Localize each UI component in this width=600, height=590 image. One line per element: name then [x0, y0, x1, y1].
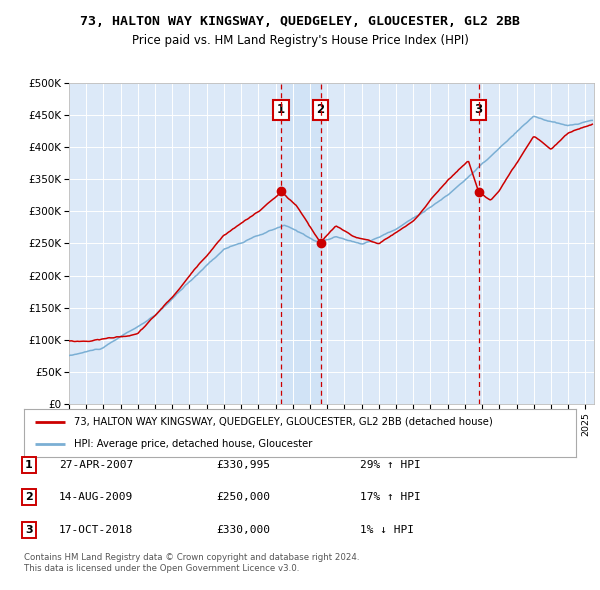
- Text: 1: 1: [25, 460, 32, 470]
- Text: £250,000: £250,000: [216, 493, 270, 502]
- Text: Price paid vs. HM Land Registry's House Price Index (HPI): Price paid vs. HM Land Registry's House …: [131, 34, 469, 47]
- Text: 1% ↓ HPI: 1% ↓ HPI: [360, 525, 414, 535]
- Text: HPI: Average price, detached house, Gloucester: HPI: Average price, detached house, Glou…: [74, 439, 312, 449]
- Text: 73, HALTON WAY KINGSWAY, QUEDGELEY, GLOUCESTER, GL2 2BB (detached house): 73, HALTON WAY KINGSWAY, QUEDGELEY, GLOU…: [74, 417, 493, 427]
- Text: Contains HM Land Registry data © Crown copyright and database right 2024.: Contains HM Land Registry data © Crown c…: [24, 553, 359, 562]
- Text: 29% ↑ HPI: 29% ↑ HPI: [360, 460, 421, 470]
- Text: £330,000: £330,000: [216, 525, 270, 535]
- Text: 73, HALTON WAY KINGSWAY, QUEDGELEY, GLOUCESTER, GL2 2BB: 73, HALTON WAY KINGSWAY, QUEDGELEY, GLOU…: [80, 15, 520, 28]
- Bar: [281, 83, 320, 404]
- Text: 3: 3: [475, 103, 482, 116]
- Text: 17-OCT-2018: 17-OCT-2018: [59, 525, 133, 535]
- Text: 17% ↑ HPI: 17% ↑ HPI: [360, 493, 421, 502]
- Text: 3: 3: [25, 525, 32, 535]
- Text: 2: 2: [317, 103, 325, 116]
- Text: 1: 1: [277, 103, 285, 116]
- Text: 27-APR-2007: 27-APR-2007: [59, 460, 133, 470]
- Text: This data is licensed under the Open Government Licence v3.0.: This data is licensed under the Open Gov…: [24, 565, 299, 573]
- Text: 2: 2: [25, 493, 32, 502]
- Text: 14-AUG-2009: 14-AUG-2009: [59, 493, 133, 502]
- Text: £330,995: £330,995: [216, 460, 270, 470]
